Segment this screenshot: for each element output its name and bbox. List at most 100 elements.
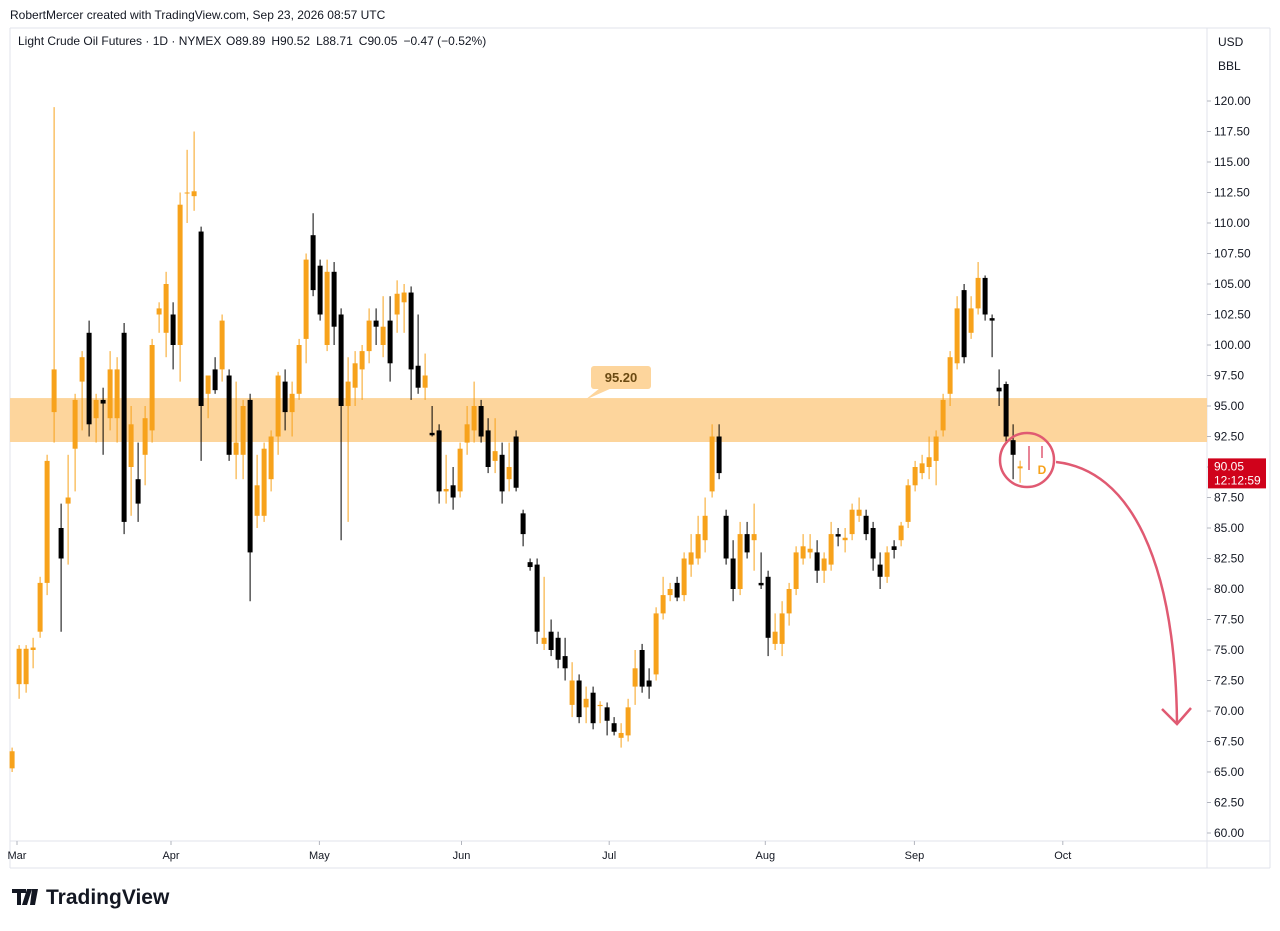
annotation-letter: D <box>1038 463 1047 477</box>
y-tick-label: 60.00 <box>1214 826 1244 840</box>
candle-body <box>646 680 652 687</box>
candle-body <box>261 448 267 516</box>
candle-body <box>184 192 190 194</box>
y-tick-label: 95.00 <box>1214 399 1244 413</box>
candle-body <box>933 436 939 461</box>
candle-body <box>471 406 477 431</box>
candle-body <box>44 460 50 583</box>
candle-body <box>814 552 820 571</box>
y-tick-label: 82.50 <box>1214 552 1244 566</box>
candle-body <box>506 467 512 480</box>
price-tag-countdown: 12:12:59 <box>1214 473 1261 487</box>
candle-body <box>975 277 981 309</box>
candle-body <box>331 271 337 327</box>
currency: USD <box>1218 35 1244 49</box>
candle-body <box>93 399 99 419</box>
legend-value: O89.89 <box>226 34 266 48</box>
x-tick-label: Oct <box>1054 850 1071 862</box>
candle-body <box>919 463 925 474</box>
candle-body <box>660 595 666 614</box>
candle-body <box>422 375 428 388</box>
candle-body <box>107 369 113 419</box>
y-tick-label: 92.50 <box>1214 430 1244 444</box>
annotation-circle <box>998 431 1056 489</box>
candle-body <box>961 290 967 358</box>
candle-body <box>149 345 155 431</box>
candle-body <box>135 479 141 504</box>
y-tick-label: 120.00 <box>1214 94 1251 108</box>
legend-value: −0.47 (−0.52%) <box>403 34 486 48</box>
candle-body <box>226 375 232 455</box>
candle-body <box>310 235 316 291</box>
candle-body <box>884 552 890 577</box>
candle-body <box>513 436 519 488</box>
candle-body <box>569 680 575 705</box>
candle-body <box>366 320 372 352</box>
candle-body <box>632 668 638 687</box>
candle-body <box>996 387 1002 392</box>
candle-body <box>695 534 701 559</box>
zone-label-box <box>591 366 651 389</box>
x-tick-label: Mar <box>8 850 27 862</box>
candle-body <box>464 424 470 443</box>
candle-body <box>772 631 778 644</box>
x-tick-label: May <box>309 850 330 862</box>
zone-label-text: 95.20 <box>605 370 638 385</box>
candle-body <box>177 204 183 345</box>
candle-body <box>807 548 813 553</box>
candle-body <box>863 515 869 535</box>
candle-body <box>324 271 330 345</box>
candle-body <box>548 631 554 650</box>
candle-body <box>492 451 498 461</box>
y-tick-label: 77.50 <box>1214 613 1244 627</box>
candle-body <box>212 369 218 391</box>
candle-body <box>800 546 806 559</box>
candle-body <box>912 467 918 486</box>
x-tick-label: Jun <box>453 850 471 862</box>
candle-body <box>198 231 204 406</box>
candle-body <box>870 528 876 559</box>
candle-body <box>982 277 988 315</box>
y-tick-label: 105.00 <box>1214 277 1251 291</box>
candle-body <box>779 613 785 644</box>
candle-body <box>709 436 715 492</box>
candle-body <box>618 732 624 738</box>
candle-body <box>758 582 764 586</box>
candle-body <box>926 457 932 467</box>
candle-body <box>30 647 36 650</box>
candle-body <box>247 399 253 553</box>
logo-mark <box>12 889 38 905</box>
candle-body <box>541 637 547 644</box>
zone <box>10 398 1207 442</box>
candle-body <box>37 582 43 632</box>
unit: BBL <box>1218 59 1241 73</box>
candle-body <box>457 448 463 492</box>
candle-body <box>905 485 911 522</box>
candle-body <box>205 375 211 394</box>
price-tag <box>1208 458 1266 489</box>
candle-body <box>51 369 57 413</box>
x-tick-label: Apr <box>162 850 179 862</box>
candle-body <box>380 326 386 345</box>
candle-body <box>275 375 281 437</box>
candle-body <box>989 318 995 321</box>
zone-label-pointer <box>585 388 612 400</box>
candle-body <box>359 351 365 370</box>
y-tick-label: 67.50 <box>1214 735 1244 749</box>
candle-body <box>163 284 169 333</box>
candle-body <box>478 406 484 437</box>
candle-body <box>611 723 617 732</box>
candle-body <box>16 648 22 685</box>
candle-body <box>338 314 344 406</box>
candle-body <box>947 357 953 394</box>
candle-body <box>534 564 540 632</box>
candle-body <box>576 680 582 718</box>
candle-body <box>303 259 309 339</box>
candle-body <box>499 454 505 492</box>
candle-body <box>394 293 400 315</box>
candle-body <box>317 265 323 315</box>
candle-body <box>268 436 274 480</box>
candle-body <box>1003 384 1009 437</box>
